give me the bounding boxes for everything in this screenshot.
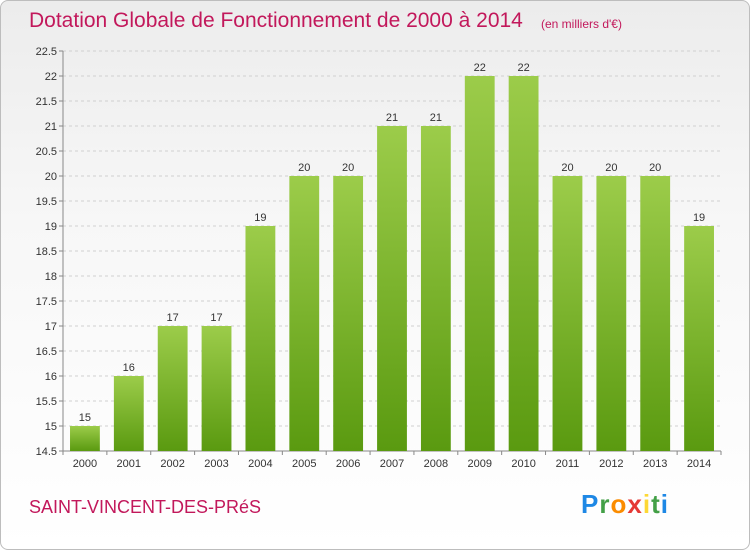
x-tick-label-2011: 2011 (556, 458, 580, 470)
bar-2004 (245, 226, 276, 451)
x-tick-label-2001: 2001 (117, 458, 141, 470)
y-tick-label: 15.5 (36, 396, 57, 408)
bar-2005 (289, 176, 320, 451)
y-tick-label: 16 (45, 371, 57, 383)
unit-label: (en milliers d'€) (541, 17, 622, 31)
bar-2000 (70, 426, 100, 451)
bar-2006 (333, 176, 364, 451)
y-tick-label: 17.5 (36, 296, 57, 308)
chart-title: Dotation Globale de Fonctionnement de 20… (29, 9, 523, 32)
data-labels: 15 16 17 17 19 20 20 21 21 22 22 20 20 20 19 (79, 62, 705, 424)
x-tick-label-2005: 2005 (292, 458, 316, 470)
data-label-2002: 17 (167, 312, 179, 324)
data-label-2001: 16 (123, 362, 135, 374)
bar-2010 (508, 76, 539, 451)
data-label-2008: 21 (430, 112, 442, 124)
data-label-2012: 20 (605, 162, 617, 174)
x-tick-label-2003: 2003 (204, 458, 228, 470)
data-label-2003: 17 (210, 312, 222, 324)
data-label-2007: 21 (386, 112, 398, 124)
x-tick-label-2006: 2006 (336, 458, 360, 470)
y-tick-label: 14.5 (36, 446, 57, 458)
y-tick-label: 22 (45, 71, 57, 83)
data-label-2010: 22 (517, 62, 529, 74)
data-label-2006: 20 (342, 162, 354, 174)
y-tick-label: 21.5 (36, 96, 57, 108)
data-label-2014: 19 (693, 212, 705, 224)
y-tick-label: 18.5 (36, 246, 57, 258)
x-tick-label-2004: 2004 (248, 458, 272, 470)
bar-2002 (157, 326, 188, 451)
y-tick-label: 21 (45, 121, 57, 133)
y-tick-label: 18 (45, 271, 57, 283)
bar-2014 (684, 226, 714, 451)
x-tick-label-2008: 2008 (424, 458, 448, 470)
x-tick-label-2010: 2010 (511, 458, 535, 470)
bar-2001 (113, 376, 144, 451)
bar-2011 (552, 176, 583, 451)
x-tick-label-2009: 2009 (467, 458, 491, 470)
y-tick-label: 20 (45, 171, 57, 183)
y-tick-label: 16.5 (36, 346, 57, 358)
x-tick-label-2013: 2013 (643, 458, 667, 470)
x-tick-label-2014: 2014 (687, 458, 711, 470)
y-tick-label: 15 (45, 421, 57, 433)
bar-2009 (464, 76, 495, 451)
x-tick-label-2002: 2002 (160, 458, 184, 470)
data-label-2000: 15 (79, 412, 91, 424)
proxiti-logo: Proxiti (581, 489, 669, 519)
y-tick-label: 19.5 (36, 196, 57, 208)
data-label-2013: 20 (649, 162, 661, 174)
x-tick-label-2007: 2007 (380, 458, 404, 470)
y-tick-label: 20.5 (36, 146, 57, 158)
x-tick-label-2012: 2012 (599, 458, 623, 470)
bar-2012 (596, 176, 627, 451)
bars (70, 76, 714, 451)
data-label-2009: 22 (474, 62, 486, 74)
y-tick-label: 17 (45, 321, 57, 333)
bar-2008 (420, 126, 451, 451)
data-label-2004: 19 (254, 212, 266, 224)
y-tick-label: 22.5 (36, 46, 57, 58)
commune-name: SAINT-VINCENT-DES-PRéS (29, 497, 262, 517)
data-label-2011: 20 (561, 162, 573, 174)
x-tick-label-2000: 2000 (73, 458, 97, 470)
bar-2003 (201, 326, 232, 451)
y-tick-label: 19 (45, 221, 57, 233)
data-label-2005: 20 (298, 162, 310, 174)
bar-2013 (640, 176, 671, 451)
bar-2007 (377, 126, 407, 451)
